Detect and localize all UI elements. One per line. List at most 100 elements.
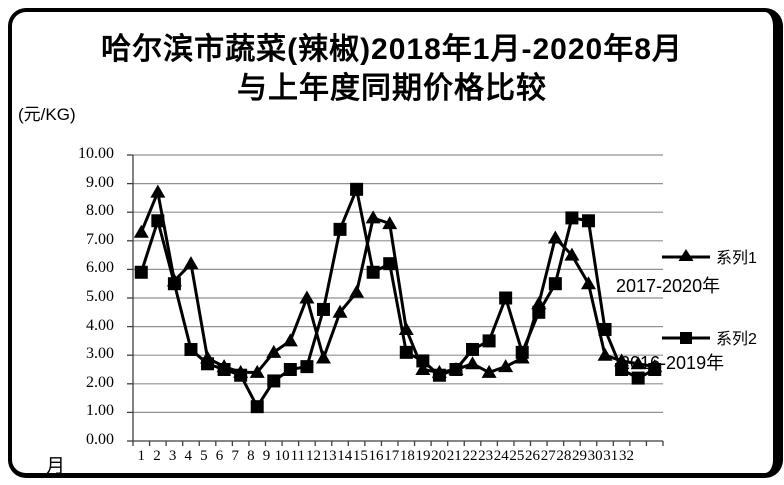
x-axis-tick-label: 17	[384, 448, 400, 464]
x-axis-tick-label: 31	[603, 448, 619, 464]
triangle-marker	[349, 284, 365, 298]
triangle-marker	[580, 276, 596, 290]
square-marker	[134, 265, 148, 279]
x-axis-tick-label: 1	[137, 448, 146, 464]
y-axis-tick-label: 6.00	[86, 259, 114, 277]
square-marker	[267, 374, 281, 388]
square-marker-icon	[662, 332, 710, 344]
square-marker	[615, 363, 629, 376]
legend-item-series1: 系列1	[661, 244, 757, 268]
square-marker	[167, 277, 181, 291]
triangle-marker	[133, 224, 149, 238]
x-axis-tick-label: 2	[153, 448, 161, 464]
square-marker	[217, 363, 231, 376]
x-axis-tick-label: 24	[493, 448, 509, 464]
square-marker	[581, 214, 595, 228]
x-axis-tick-label: 9	[262, 448, 271, 464]
y-axis-tick-label: 3.00	[86, 345, 114, 363]
square-marker	[383, 257, 397, 271]
x-axis-title: 月	[46, 456, 66, 477]
y-axis-tick-label: 8.00	[86, 202, 114, 220]
title-line-2: 与上年度同期价格比较	[237, 72, 547, 105]
page-title: 哈尔滨市蔬菜(辣椒)2018年1月-2020年8月 与上年度同期价格比较	[0, 30, 784, 108]
square-marker	[499, 291, 513, 305]
x-axis-tick-label: 15	[352, 448, 368, 464]
square-marker	[598, 322, 612, 336]
x-axis-tick-label: 19	[415, 448, 431, 464]
square-marker	[250, 400, 264, 414]
x-axis-tick-label: 29	[572, 448, 587, 464]
triangle-marker	[315, 350, 331, 364]
x-axis-tick-label: 5	[200, 448, 208, 464]
square-marker	[548, 277, 562, 291]
triangle-marker	[630, 356, 646, 370]
legend-item-series2: 系列2	[661, 325, 757, 349]
y-axis-tick-label: 1.00	[86, 402, 114, 420]
series2-period-annotation: 2016-2019年	[620, 353, 725, 373]
square-marker	[234, 368, 248, 382]
x-axis-tick-label: 3	[168, 448, 177, 464]
square-marker	[466, 342, 480, 356]
square-marker	[416, 354, 430, 368]
square-marker	[399, 345, 413, 359]
triangle-marker	[597, 347, 613, 361]
square-marker	[532, 305, 546, 319]
triangle-marker	[564, 247, 580, 261]
x-axis-tick-label: 18	[399, 448, 415, 464]
triangle-marker	[415, 362, 431, 375]
y-axis-tick-label: 5.00	[86, 288, 114, 305]
x-axis-tick-label: 20	[431, 448, 447, 464]
square-marker	[648, 363, 662, 376]
triangle-marker	[282, 333, 298, 347]
square-marker	[565, 211, 579, 225]
square-marker	[316, 302, 330, 316]
x-axis-tick-label: 16	[368, 448, 384, 464]
x-axis-tick-label: 14	[337, 448, 353, 464]
triangle-marker	[150, 184, 166, 198]
legend-label-series2: 系列2	[716, 331, 757, 348]
x-axis-tick-label: 28	[556, 448, 572, 464]
x-axis-tick-label: 22	[462, 448, 478, 464]
x-axis-tick-label: 13	[321, 448, 337, 464]
x-axis-tick-label: 8	[247, 448, 255, 464]
y-axis-tick-label: 0.00	[86, 431, 114, 448]
title-line-1: 哈尔滨市蔬菜(辣椒)2018年1月-2020年8月	[101, 33, 683, 66]
square-marker	[515, 345, 529, 359]
series1-period-annotation: 2017-2020年	[616, 276, 721, 296]
x-axis-tick-label: 11	[290, 448, 306, 464]
square-marker	[333, 222, 347, 236]
x-axis-tick-label: 26	[525, 448, 541, 464]
x-axis-tick-label: 4	[184, 448, 193, 464]
x-axis-tick-label: 10	[274, 448, 290, 464]
triangle-marker	[249, 364, 265, 378]
x-axis-tick-label: 6	[215, 448, 224, 464]
x-axis-tick-label: 7	[231, 448, 239, 464]
square-marker	[184, 342, 198, 356]
figure-border	[8, 8, 783, 478]
y-axis-tick-label: 10.00	[78, 145, 114, 162]
triangle-marker	[266, 344, 282, 358]
square-marker	[151, 214, 165, 228]
x-axis-tick-label: 30	[587, 448, 603, 464]
square-marker	[283, 363, 297, 376]
triangle-marker	[183, 256, 199, 270]
x-axis-tick-label: 12	[305, 448, 321, 464]
y-axis-tick-label: 4.00	[86, 316, 114, 334]
x-axis-tick-label: 32	[618, 448, 634, 464]
triangle-marker	[382, 216, 398, 230]
triangle-marker-icon	[662, 249, 710, 261]
x-axis-tick-label: 23	[478, 448, 494, 464]
y-axis-tick-label: 2.00	[86, 373, 114, 391]
x-axis-tick-label: 25	[509, 448, 525, 464]
square-marker	[350, 182, 364, 196]
x-axis-tick-label: 27	[540, 448, 556, 464]
square-marker	[631, 371, 645, 385]
triangle-marker	[365, 210, 381, 224]
triangle-marker	[332, 304, 348, 318]
triangle-marker	[299, 290, 315, 304]
y-axis-tick-label: 9.00	[86, 173, 114, 191]
legend-label-series1: 系列1	[716, 250, 757, 267]
square-marker	[449, 363, 463, 376]
